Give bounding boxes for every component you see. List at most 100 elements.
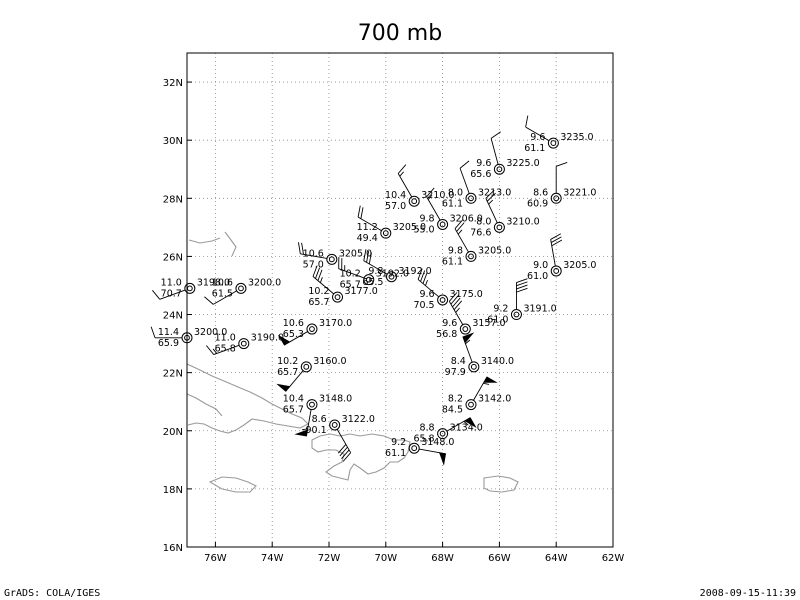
- station-plot: 8.284.5 3142.0: [442, 376, 511, 416]
- station-plot: 8.660.9 3221.0: [527, 162, 596, 209]
- station-temperature: 10.6: [283, 318, 304, 329]
- wind-barb: [473, 376, 498, 401]
- tick-label-lat: 22N: [163, 369, 183, 380]
- wind-barb-feather: [550, 236, 562, 243]
- station-marker-outer: [493, 163, 505, 175]
- station-temperature: 11.4: [158, 327, 179, 338]
- wind-barb-feather: [422, 272, 428, 284]
- wind-barb: [550, 233, 563, 267]
- wind-barb-feather: [420, 270, 426, 282]
- station-plot: 11.249.4 3205.0: [357, 205, 426, 244]
- station-height: 3205.0: [339, 248, 372, 259]
- station-marker-inner: [496, 166, 503, 173]
- station-height: 3213.0: [478, 187, 511, 198]
- station-plot: 9.656.8 3157.0: [436, 292, 506, 340]
- wind-barb-half-feather: [455, 307, 460, 313]
- station-marker-outer: [468, 361, 480, 373]
- station-height: 3190.0: [251, 333, 284, 344]
- station-plot: 8.865.8 3134.0: [413, 417, 483, 445]
- coastline-puerto-rico: [483, 475, 519, 493]
- station-temperature: 9.8: [419, 213, 434, 224]
- station-marker-inner: [439, 430, 446, 437]
- station-marker-outer: [306, 399, 318, 411]
- wind-barb: [459, 160, 470, 194]
- station-temperature: 10.2: [340, 269, 361, 280]
- coastline-cuba: [186, 363, 309, 434]
- station-marker-outer: [437, 294, 449, 306]
- tick-label-lon: 72W: [318, 553, 341, 564]
- station-marker-outer: [329, 419, 341, 431]
- station-height: 3170.0: [319, 318, 352, 329]
- station-plot: 10.265.7 3160.0: [276, 356, 347, 392]
- station-marker-inner: [550, 140, 557, 146]
- station-humidity: 70.5: [413, 300, 434, 311]
- tick-label-lat: 26N: [163, 252, 183, 263]
- wind-barb: [294, 409, 312, 437]
- station-marker-inner: [334, 294, 341, 300]
- station-marker-inner: [553, 268, 560, 274]
- coastline-andros: [188, 237, 221, 244]
- station-humidity: 55.0: [413, 224, 434, 235]
- wind-barb: [277, 331, 308, 346]
- tick-label-lon: 62W: [602, 553, 625, 564]
- station-marker-inner: [382, 230, 389, 237]
- station-plot: 10.465.7 3148.0: [283, 394, 352, 437]
- station-temperature: 11.0: [215, 333, 236, 344]
- wind-barb-feather: [206, 345, 215, 355]
- wind-barb-feather: [417, 268, 423, 280]
- wind-barb-pennant: [483, 376, 498, 383]
- station-height: 3205.0: [478, 245, 511, 256]
- wind-barb-half-feather: [425, 279, 428, 286]
- wind-barb-staff: [550, 239, 556, 267]
- wind-barb-feather: [556, 162, 568, 167]
- wind-barb: [206, 344, 240, 355]
- station-marker-inner: [365, 276, 372, 283]
- wind-barb-half-feather: [465, 339, 471, 345]
- tick-label-lat: 18N: [163, 485, 183, 496]
- wind-barb: [462, 332, 475, 363]
- station-marker-inner: [439, 221, 446, 228]
- station-temperature: 10.6: [212, 277, 233, 288]
- wind-barb-half-feather: [427, 194, 433, 200]
- station-height: 3140.0: [481, 356, 514, 367]
- wind-barb-pennant: [464, 417, 477, 429]
- wind-barb: [152, 289, 186, 300]
- station-plots: 9.661.13235.09.665.63225.08.660.93221.08…: [150, 115, 596, 466]
- wind-barb: [397, 164, 413, 198]
- station-marker-inner: [496, 224, 503, 231]
- station-temperature: 8.6: [312, 414, 327, 425]
- wind-barb-staff: [426, 196, 441, 221]
- station-humidity: 61.1: [524, 143, 545, 154]
- tick-label-lat: 32N: [163, 78, 183, 89]
- wind-barb-feather: [454, 219, 463, 229]
- station-temperature: 10.2: [308, 286, 329, 297]
- station-marker-inner: [331, 422, 338, 428]
- tick-label-lon: 70W: [374, 553, 397, 564]
- station-marker-inner: [411, 198, 418, 205]
- station-height: 3134.0: [450, 423, 483, 434]
- tick-label-lat: 30N: [163, 136, 183, 147]
- tick-label-lon: 64W: [545, 553, 568, 564]
- wind-barb-feather: [152, 290, 161, 300]
- station-marker-inner: [439, 297, 446, 303]
- station-temperature: 9.8: [368, 266, 383, 277]
- station-plot: 8.061.1 3213.0: [442, 160, 511, 209]
- station-temperature: 10.6: [303, 248, 324, 259]
- wind-barb: [363, 249, 388, 275]
- station-marker-outer: [385, 271, 397, 283]
- tick-label-lat: 24N: [163, 311, 183, 322]
- station-humidity: 61.1: [442, 256, 463, 267]
- wind-barb-staff: [397, 173, 413, 198]
- station-marker-inner: [468, 253, 474, 260]
- wind-barb: [204, 290, 237, 305]
- wind-barb-feather: [490, 131, 502, 139]
- wind-barb-staff: [490, 138, 499, 165]
- wind-barb-feather: [363, 249, 367, 261]
- wind-barb: [276, 370, 304, 392]
- coastline-jamaica: [208, 476, 257, 493]
- footer-credit: GrADS: COLA/IGES: [4, 588, 100, 599]
- station-humidity: 65.7: [308, 297, 329, 308]
- wind-barb-pennant: [462, 332, 475, 344]
- station-plot: 9.855.0 3206.0: [413, 187, 483, 235]
